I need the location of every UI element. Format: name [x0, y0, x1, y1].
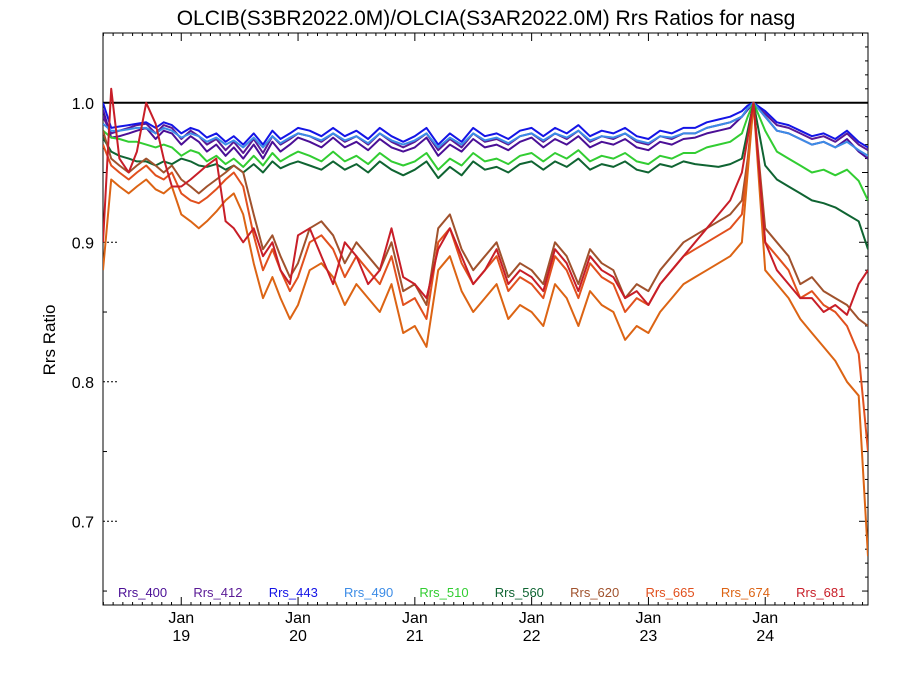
- legend-entry-rrs-490: Rrs_490: [344, 585, 393, 600]
- legend-entry-rrs-443: Rrs_443: [269, 585, 318, 600]
- series-line-rrs-681: [103, 87, 868, 316]
- legend-entry-rrs-665: Rrs_665: [645, 585, 694, 600]
- legend-entry-rrs-681: Rrs_681: [796, 585, 845, 600]
- series-line-rrs-443: [103, 101, 868, 149]
- y-tick-label: 0.8: [72, 375, 94, 392]
- legend-entry-rrs-560: Rrs_560: [495, 585, 544, 600]
- x-tick-label-month: Jan: [636, 610, 662, 627]
- legend-entry-rrs-400: Rrs_400: [118, 585, 167, 600]
- plot-area: 0.70.80.91.0Jan19Jan20Jan21Jan22Jan23Jan…: [72, 32, 869, 645]
- x-tick-label-year: 19: [172, 628, 190, 645]
- y-axis-label: Rrs Ratio: [40, 305, 59, 376]
- x-tick-label-year: 20: [289, 628, 307, 645]
- chart-title: OLCIB(S3BR2022.0M)/OLCIA(S3AR2022.0M) Rr…: [177, 7, 796, 30]
- y-tick-label: 0.9: [72, 235, 94, 252]
- x-tick-label-month: Jan: [519, 610, 545, 627]
- y-tick-label: 0.7: [72, 514, 94, 531]
- series-line-rrs-510: [103, 101, 868, 201]
- x-tick-label-month: Jan: [168, 610, 194, 627]
- legend-entry-rrs-412: Rrs_412: [193, 585, 242, 600]
- series-line-rrs-620: [103, 101, 868, 327]
- series-line-rrs-665: [103, 101, 868, 452]
- series-line-rrs-674: [103, 101, 868, 557]
- x-tick-label-year: 22: [523, 628, 541, 645]
- x-tick-label-year: 24: [756, 628, 774, 645]
- legend-entry-rrs-674: Rrs_674: [721, 585, 770, 600]
- x-tick-label-month: Jan: [752, 610, 778, 627]
- legend-entry-rrs-620: Rrs_620: [570, 585, 619, 600]
- x-tick-label-year: 21: [406, 628, 424, 645]
- series-line-rrs-490: [103, 101, 868, 157]
- series-group: [103, 87, 868, 557]
- plot-frame: [102, 32, 869, 606]
- x-tick-label-month: Jan: [285, 610, 311, 627]
- series-line-rrs-560: [103, 101, 868, 250]
- legend-entry-rrs-510: Rrs_510: [419, 585, 468, 600]
- x-tick-label-year: 23: [640, 628, 658, 645]
- x-tick-label-month: Jan: [402, 610, 428, 627]
- y-tick-label: 1.0: [72, 96, 94, 113]
